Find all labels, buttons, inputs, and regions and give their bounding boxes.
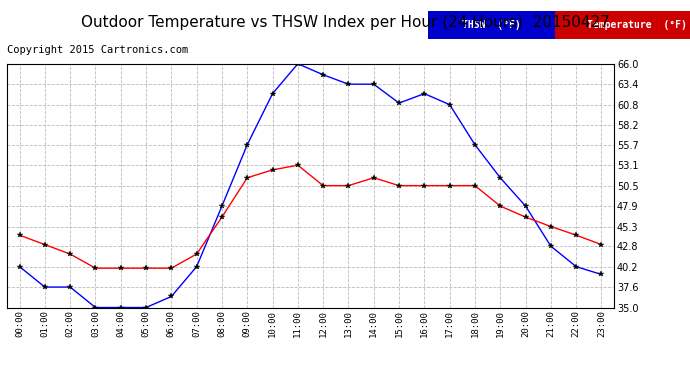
Text: Temperature  (°F): Temperature (°F) bbox=[586, 20, 687, 30]
Text: Outdoor Temperature vs THSW Index per Hour (24 Hours)  20150427: Outdoor Temperature vs THSW Index per Ho… bbox=[81, 15, 609, 30]
Text: THSW  (°F): THSW (°F) bbox=[462, 20, 521, 30]
Text: Copyright 2015 Cartronics.com: Copyright 2015 Cartronics.com bbox=[7, 45, 188, 55]
